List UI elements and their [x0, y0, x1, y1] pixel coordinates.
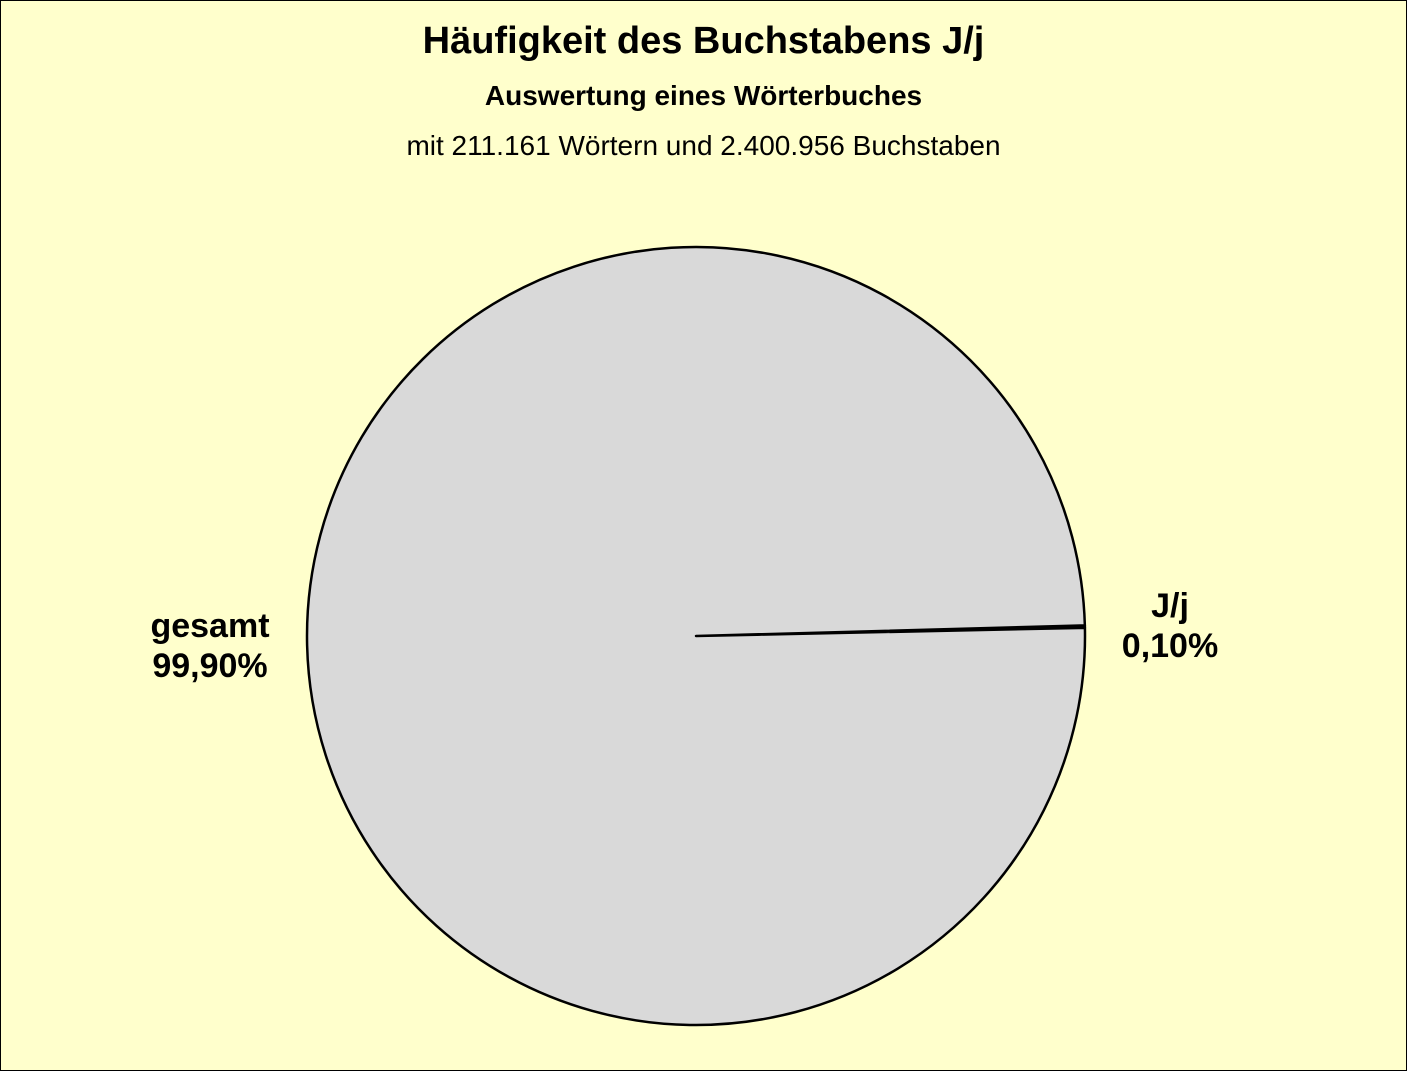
pie-slice-gesamt: [307, 247, 1085, 1025]
chart-title: Häufigkeit des Buchstabens J/j: [422, 20, 985, 62]
pie-slice-jj: [694, 624, 1087, 638]
chart-subtitle: Auswertung eines Wörterbuches: [484, 80, 923, 111]
slice-label-value: 99,90%: [152, 647, 268, 685]
slice-label-name: J/j: [1151, 587, 1189, 625]
slice-label-value: 0,10%: [1121, 627, 1219, 665]
chart-subtitle-2: mit 211.161 Wörtern und 2.400.956 Buchst…: [406, 130, 1001, 161]
slice-label-gesamt: gesamt 99,90%: [125, 606, 295, 686]
slice-label-name: gesamt: [150, 607, 270, 645]
slice-label-jj: J/j 0,10%: [1100, 586, 1240, 666]
